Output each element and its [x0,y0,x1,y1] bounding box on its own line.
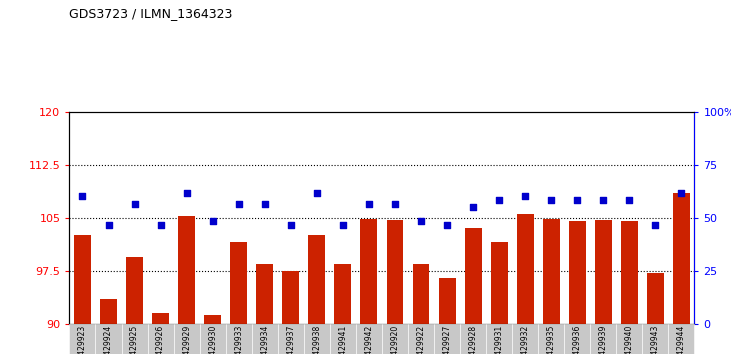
Bar [304,324,330,354]
Bar [569,221,586,324]
Point [363,201,375,206]
Point [77,194,88,199]
Text: GSM429931: GSM429931 [495,325,504,354]
Bar [178,216,195,324]
Point [545,197,557,203]
Bar [434,324,460,354]
Point [415,218,427,224]
Text: GSM429934: GSM429934 [260,325,269,354]
Point [519,194,531,199]
Point [207,218,219,224]
Bar [439,278,455,324]
Bar [148,324,174,354]
Point [337,222,349,228]
Bar [356,324,382,354]
Bar [330,324,356,354]
Point [442,222,453,228]
Bar [408,324,434,354]
Text: GSM429943: GSM429943 [651,325,660,354]
Point [129,201,140,206]
Point [650,222,662,228]
Bar [486,324,512,354]
Point [597,197,609,203]
Bar [173,324,200,354]
Bar [590,324,616,354]
Point [572,197,583,203]
Bar [643,324,668,354]
Bar [616,324,643,354]
Text: GSM429926: GSM429926 [156,325,165,354]
Point [259,201,270,206]
Bar [647,273,664,324]
Bar [226,324,251,354]
Text: GSM429938: GSM429938 [312,325,322,354]
Text: GSM429929: GSM429929 [182,325,191,354]
Bar [334,264,352,324]
Bar [564,324,590,354]
Text: GSM429937: GSM429937 [287,325,295,354]
Bar [412,264,430,324]
Point [311,190,322,196]
Bar [121,324,148,354]
Point [181,190,192,196]
Bar [517,214,534,324]
Text: GSM429930: GSM429930 [208,325,217,354]
Text: GSM429927: GSM429927 [442,325,452,354]
Text: GSM429944: GSM429944 [677,325,686,354]
Bar [491,242,507,324]
Text: GSM429923: GSM429923 [78,325,87,354]
Bar [538,324,564,354]
Bar [126,257,143,324]
Text: GSM429933: GSM429933 [234,325,243,354]
Text: GSM429925: GSM429925 [130,325,139,354]
Bar [100,299,117,324]
Bar [204,315,221,324]
Text: GDS3723 / ILMN_1364323: GDS3723 / ILMN_1364323 [69,7,232,20]
Point [389,201,401,206]
Bar [542,219,560,324]
Text: GSM429924: GSM429924 [104,325,113,354]
Bar [465,228,482,324]
Bar [74,235,91,324]
Text: GSM429941: GSM429941 [338,325,347,354]
Bar [673,193,690,324]
Point [285,222,297,228]
Point [233,201,245,206]
Bar [251,324,278,354]
Bar [668,324,694,354]
Point [102,222,114,228]
Bar [387,220,404,324]
Bar [382,324,408,354]
Text: GSM429935: GSM429935 [547,325,556,354]
Bar [230,242,247,324]
Point [467,204,479,210]
Bar [621,221,638,324]
Bar [308,235,325,324]
Bar [200,324,226,354]
Bar [257,264,273,324]
Bar [282,271,299,324]
Bar [512,324,538,354]
Text: GSM429940: GSM429940 [625,325,634,354]
Text: GSM429936: GSM429936 [573,325,582,354]
Bar [69,324,96,354]
Text: GSM429939: GSM429939 [599,325,607,354]
Text: GSM429942: GSM429942 [365,325,374,354]
Text: GSM429928: GSM429928 [469,325,477,354]
Point [675,190,687,196]
Bar [460,324,486,354]
Point [624,197,635,203]
Bar [360,219,377,324]
Bar [595,220,612,324]
Bar [152,313,169,324]
Bar [96,324,121,354]
Point [493,197,505,203]
Text: GSM429932: GSM429932 [520,325,530,354]
Point [155,222,167,228]
Text: GSM429922: GSM429922 [417,325,425,354]
Text: GSM429920: GSM429920 [390,325,399,354]
Bar [278,324,304,354]
